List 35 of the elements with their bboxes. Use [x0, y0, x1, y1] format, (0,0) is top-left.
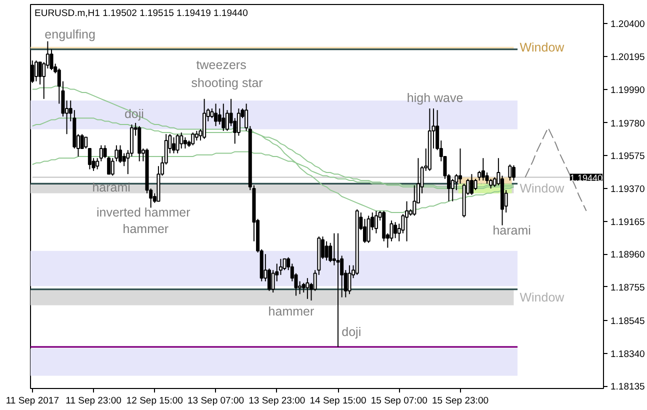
annotation: engulfing	[44, 27, 96, 42]
x-tick-label: 12 Sep 15:00	[126, 396, 183, 406]
x-tick-label: 11 Sep 2017	[6, 396, 60, 406]
annotation: doji	[342, 325, 362, 340]
y-tick-label: 1.18340	[610, 348, 645, 360]
y-tick-label: 1.19780	[610, 118, 645, 130]
y-tick-label: 1.18545	[610, 316, 645, 327]
y-tick-label: 1.20400	[610, 19, 645, 30]
y-tick-label: 1.19165	[610, 216, 645, 228]
y-tick-label: 1.20195	[610, 52, 645, 63]
annotation: harami	[492, 224, 531, 238]
annotation: inverted hammer	[96, 206, 190, 220]
annotation: tweezers	[196, 58, 246, 72]
x-tick-label: 13 Sep 23:00	[248, 396, 306, 406]
chart-title: EURUSD.m,H1 1.19502 1.19515 1.19419 1.19440	[34, 8, 248, 19]
y-tick-label: 1.19990	[610, 84, 645, 96]
y-tick-label: 1.18135	[610, 382, 645, 393]
y-tick-label: 1.19370	[610, 184, 645, 195]
annotation: harami	[92, 180, 130, 194]
band-label: Window	[520, 290, 566, 304]
x-tick-label: 13 Sep 07:00	[188, 396, 244, 406]
y-tick-label: 1.18960	[610, 250, 645, 261]
x-tick-label: 15 Sep 07:00	[370, 396, 428, 406]
x-tick-label: 11 Sep 23:00	[66, 396, 122, 406]
annotation: shooting star	[191, 76, 263, 90]
band-label: Window	[520, 182, 566, 196]
annotation: hammer	[268, 304, 314, 318]
annotation: hammer	[122, 222, 169, 236]
x-tick-label: 14 Sep 15:00	[310, 396, 366, 406]
annotation: high wave	[406, 91, 464, 106]
y-tick-label: 1.19575	[610, 151, 645, 162]
y-tick-label: 1.18755	[610, 282, 645, 294]
ref-line-label: Window	[520, 40, 566, 55]
x-tick-label: 15 Sep 23:00	[432, 396, 489, 406]
annotation: 1.19440	[570, 172, 603, 183]
